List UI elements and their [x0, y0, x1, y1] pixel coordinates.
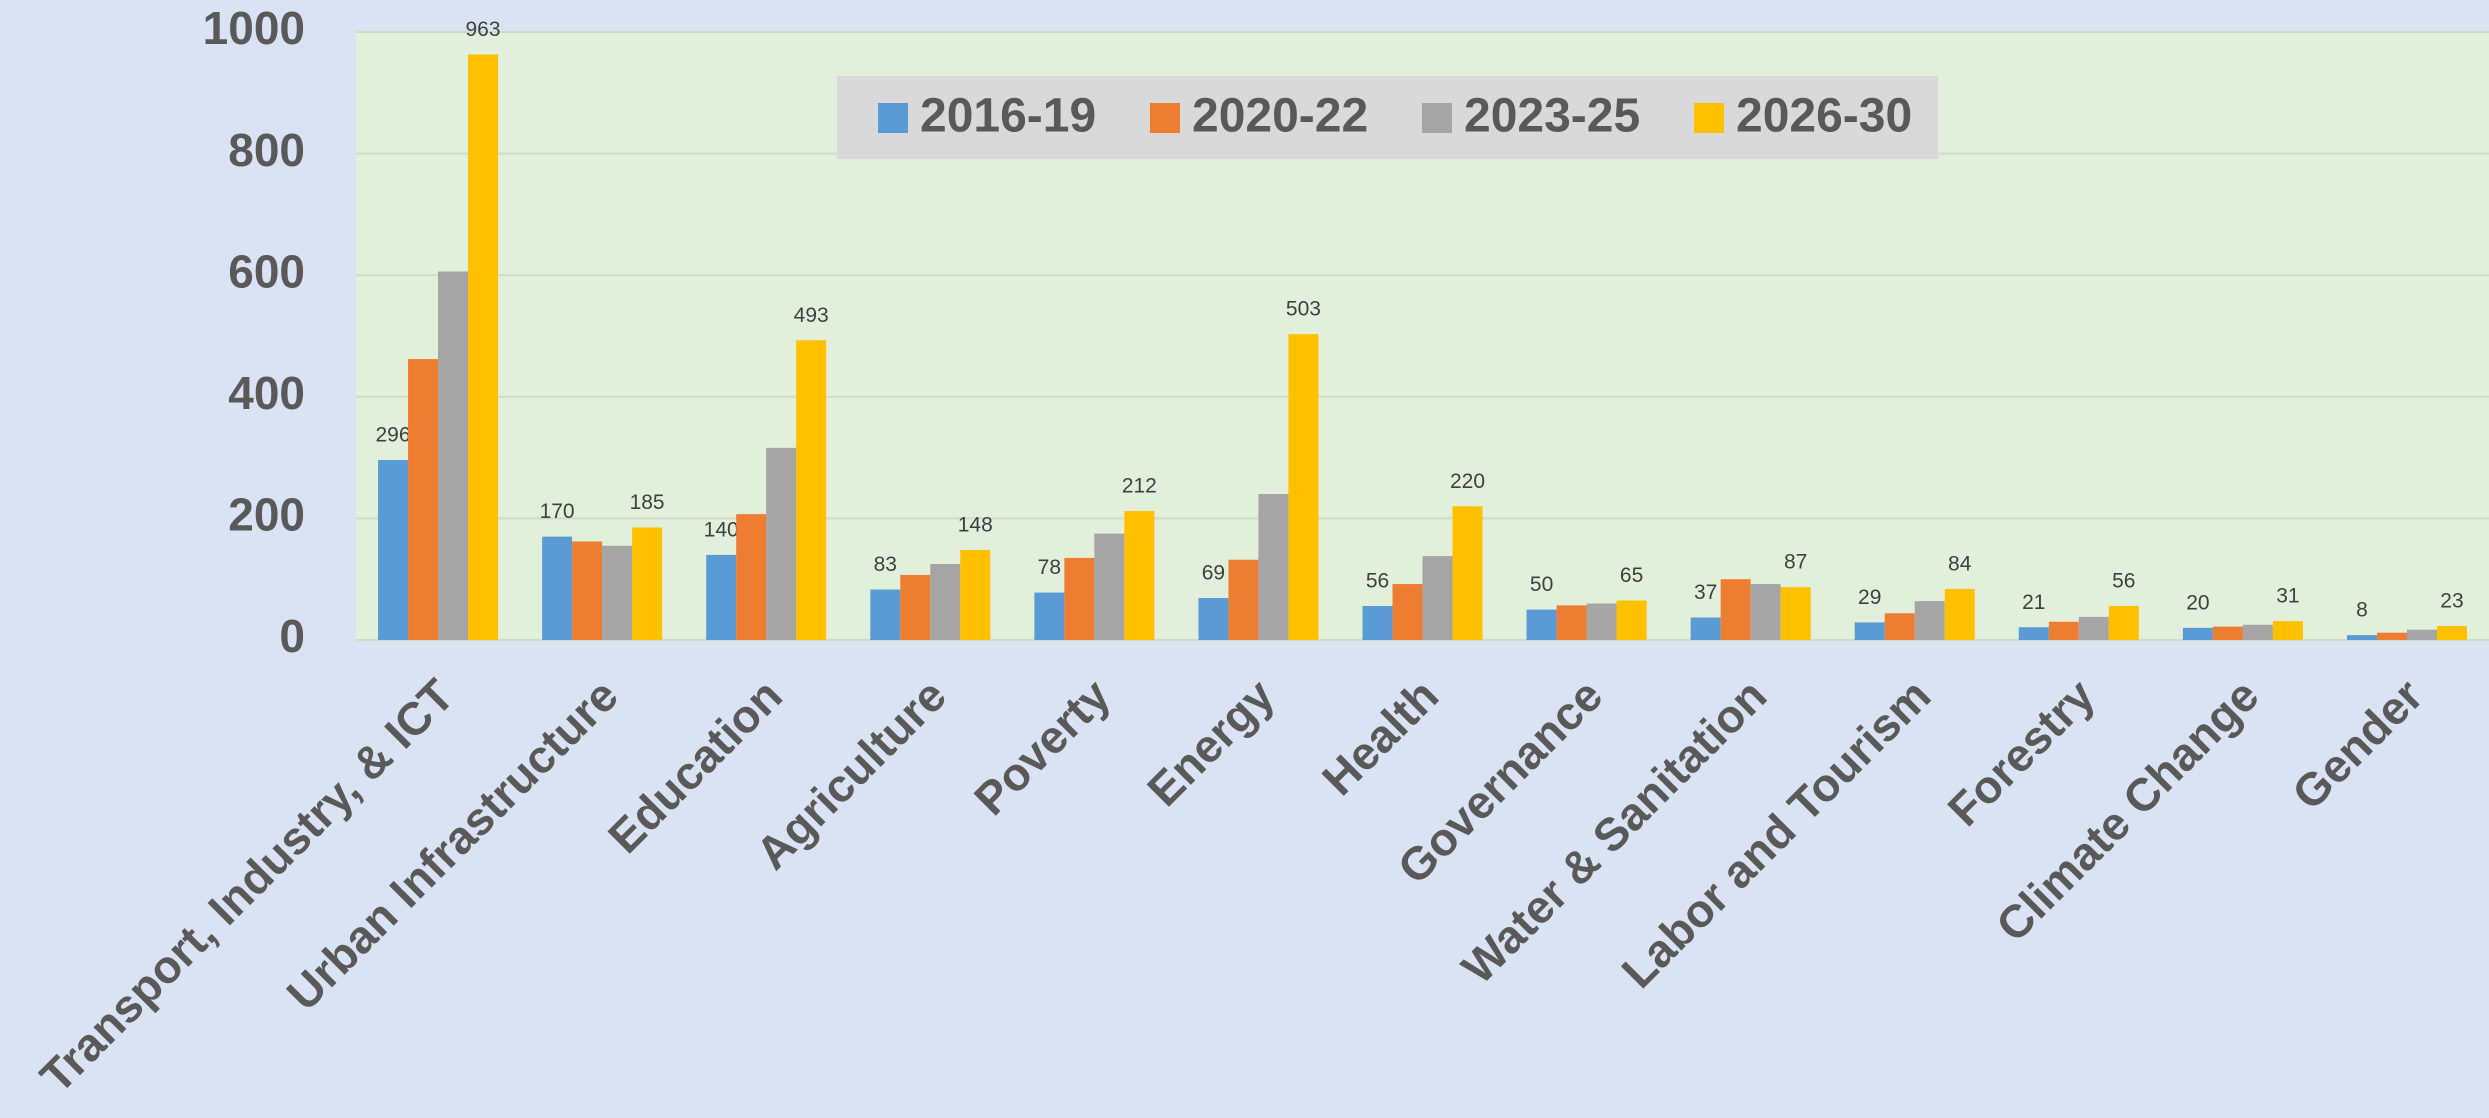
- bar: [602, 545, 633, 640]
- bar: [2078, 616, 2109, 640]
- data-label: 170: [540, 500, 575, 523]
- legend-swatch: [1422, 103, 1452, 133]
- bar: [468, 54, 499, 641]
- bar: [2242, 624, 2273, 640]
- bar: [1944, 588, 1975, 640]
- bar: [1198, 598, 1229, 640]
- bar: [438, 271, 469, 640]
- bar: [542, 536, 573, 640]
- bar: [1094, 533, 1125, 640]
- data-label: 69: [1202, 562, 1225, 585]
- bar: [870, 589, 901, 640]
- bar: [2108, 605, 2139, 640]
- data-label: 56: [2112, 569, 2135, 592]
- bar: [796, 340, 827, 640]
- bar: [2376, 632, 2407, 640]
- data-label: 87: [1784, 551, 1807, 574]
- bar: [1362, 605, 1393, 640]
- bar: [1690, 617, 1721, 640]
- bar: [1526, 609, 1557, 640]
- bar: [378, 460, 409, 640]
- data-label: 8: [2356, 599, 2368, 622]
- data-label: 65: [1620, 564, 1643, 587]
- bar: [2406, 629, 2437, 640]
- legend-swatch: [1150, 103, 1180, 133]
- bar: [706, 554, 737, 640]
- bar: [1616, 600, 1647, 640]
- data-label: 212: [1122, 475, 1157, 498]
- data-label: 220: [1450, 470, 1485, 493]
- bar: [736, 514, 767, 640]
- bar: [1452, 506, 1483, 640]
- bar: [1422, 556, 1453, 640]
- bar: [960, 550, 991, 640]
- bar: [572, 541, 603, 640]
- bar: [900, 574, 931, 640]
- bar: [2272, 621, 2303, 640]
- y-tick-label: 800: [228, 124, 305, 176]
- bar: [1288, 334, 1319, 640]
- bar: [1556, 605, 1587, 640]
- legend-label: 2016-19: [920, 90, 1096, 143]
- data-label: 50: [1530, 573, 1553, 596]
- bar: [1720, 579, 1751, 640]
- y-tick-label: 0: [279, 610, 305, 662]
- bar: [1750, 584, 1781, 640]
- bar: [2346, 635, 2377, 640]
- data-label: 84: [1948, 552, 1972, 575]
- bar: [1392, 584, 1423, 640]
- data-label: 37: [1694, 581, 1717, 604]
- data-label: 31: [2276, 585, 2299, 608]
- bar: [1228, 559, 1259, 640]
- bar: [1884, 613, 1915, 640]
- bar: [2048, 621, 2079, 640]
- legend-label: 2026-30: [1736, 90, 1912, 143]
- bar: [2182, 627, 2213, 640]
- bar: [766, 447, 797, 640]
- data-label: 56: [1366, 569, 1389, 592]
- bar: [2212, 626, 2243, 640]
- data-label: 185: [630, 491, 665, 514]
- data-label: 148: [958, 514, 993, 537]
- data-label: 78: [1038, 556, 1061, 579]
- data-label: 20: [2186, 591, 2209, 614]
- data-label: 963: [466, 18, 501, 41]
- data-label: 296: [376, 424, 411, 447]
- legend-label: 2023-25: [1464, 90, 1640, 143]
- legend-swatch: [878, 103, 908, 133]
- legend-box: [837, 76, 1938, 159]
- bar: [408, 359, 439, 640]
- bar: [1034, 592, 1065, 640]
- bar: [1586, 603, 1617, 640]
- y-tick-label: 200: [228, 489, 305, 541]
- bar: [1064, 557, 1095, 640]
- data-label: 29: [1858, 586, 1881, 609]
- y-tick-label: 600: [228, 245, 305, 297]
- bar: [930, 564, 961, 640]
- bar: [1124, 511, 1155, 640]
- y-tick-label: 400: [228, 367, 305, 419]
- legend-label: 2020-22: [1192, 90, 1368, 143]
- bar: [1854, 622, 1885, 640]
- bar: [2018, 627, 2049, 640]
- legend-swatch: [1694, 103, 1724, 133]
- bar: [2436, 626, 2467, 640]
- data-label: 23: [2440, 590, 2463, 613]
- data-label: 83: [874, 553, 897, 576]
- y-tick-label: 1000: [203, 2, 305, 54]
- data-label: 493: [794, 304, 829, 327]
- data-label: 21: [2022, 591, 2045, 614]
- bar: [1258, 494, 1289, 640]
- data-label: 140: [704, 518, 739, 541]
- bar: [632, 527, 663, 640]
- bar: [1914, 601, 1945, 640]
- data-label: 503: [1286, 298, 1321, 321]
- bar: [1780, 587, 1811, 640]
